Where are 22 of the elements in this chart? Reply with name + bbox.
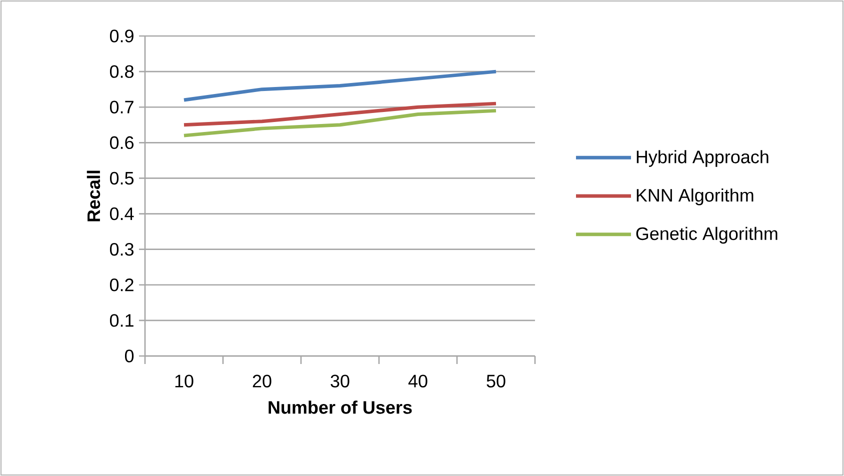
y-tick-label: 0.8 — [110, 65, 134, 78]
legend-label: Hybrid Approach — [636, 150, 768, 167]
y-tick-label: 0.4 — [110, 207, 134, 220]
y-tick-label: 0.2 — [110, 278, 134, 292]
y-tick-label: 0.6 — [110, 136, 134, 150]
y-tick-label: 0.3 — [110, 242, 134, 256]
x-tick-label: 20 — [252, 374, 272, 388]
y-tick-label: 0.7 — [110, 100, 134, 114]
x-tick-label: 30 — [330, 374, 350, 388]
x-tick-label: 10 — [175, 374, 194, 388]
x-tick-label: 40 — [408, 374, 428, 388]
y-axis-title: Recall — [86, 170, 100, 222]
line-series — [182, 70, 498, 102]
y-tick-label: 0 — [124, 350, 134, 362]
legend-label: KNN Algorithm — [636, 188, 754, 206]
y-tick-label: 0.9 — [110, 30, 134, 42]
x-tick-label: 50 — [486, 374, 506, 388]
x-axis-title: Number of Users — [268, 400, 412, 414]
legend-label: Genetic Algorithm — [636, 226, 778, 244]
y-tick-label: 0.5 — [110, 172, 134, 185]
y-tick-label: 0.1 — [110, 314, 134, 327]
line-series — [182, 108, 498, 138]
